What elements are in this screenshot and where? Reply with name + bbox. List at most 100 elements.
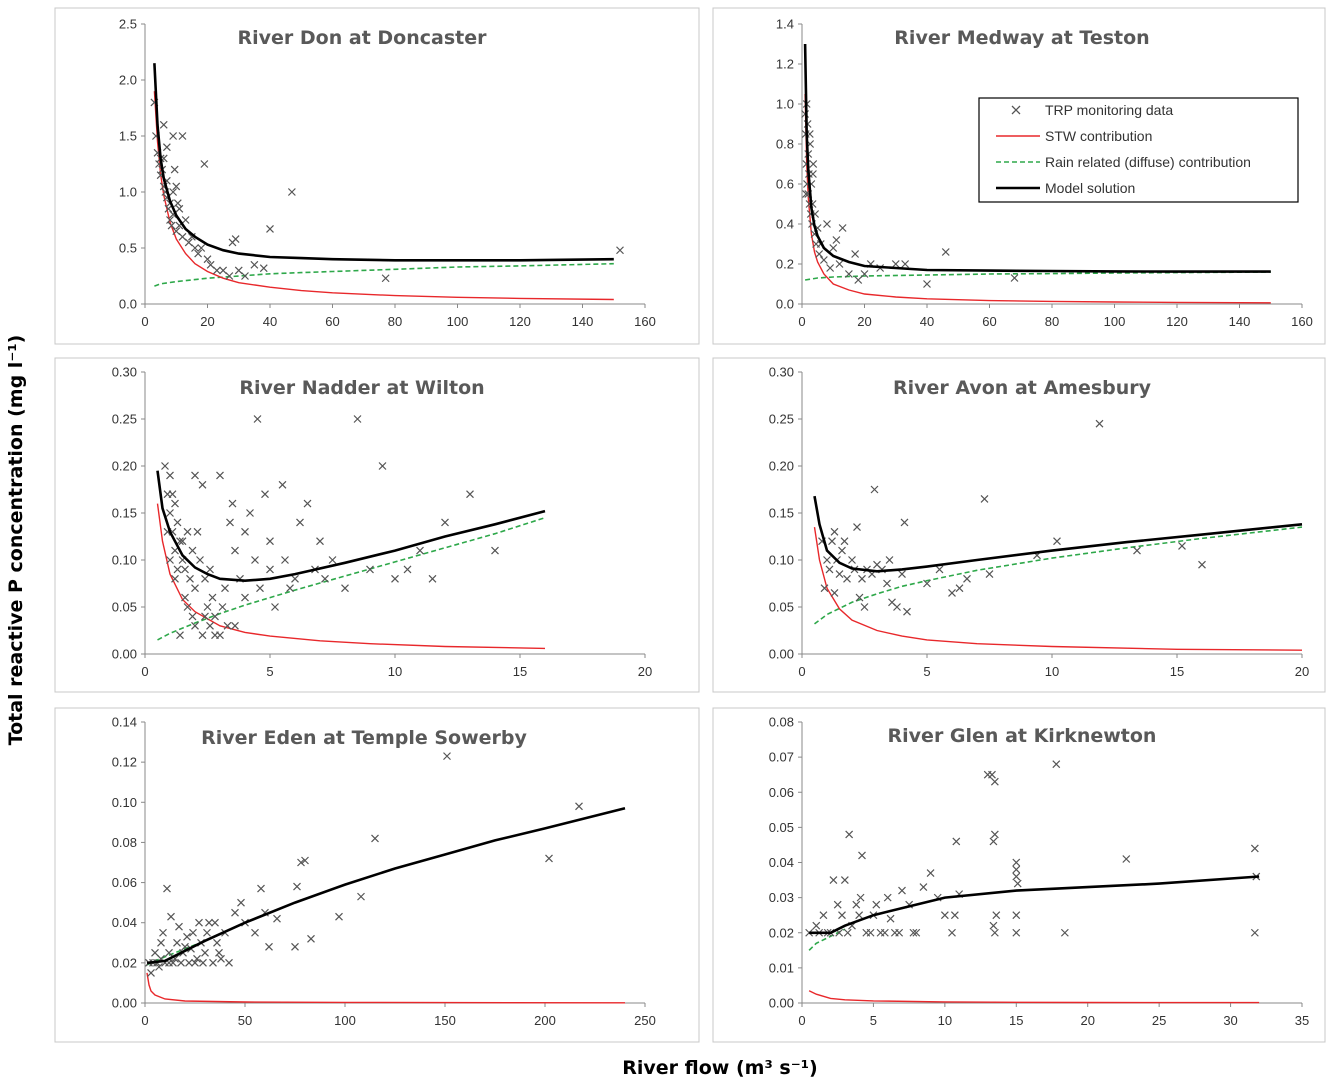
data-point	[195, 918, 203, 927]
panel-frame	[54, 357, 700, 693]
y-tick-label: 0.15	[112, 506, 137, 521]
x-tick-label: 15	[513, 664, 527, 679]
data-point	[900, 518, 909, 527]
data-point	[172, 182, 181, 191]
x-tick-label: 20	[1295, 664, 1309, 679]
data-point	[211, 612, 219, 621]
data-point	[416, 546, 424, 555]
data-point	[851, 250, 860, 258]
data-point	[391, 574, 399, 583]
data-point	[381, 274, 390, 283]
y-tick-label: 0.00	[769, 996, 794, 1011]
y-tick-label: 0.10	[769, 553, 794, 568]
data-point	[183, 932, 191, 941]
data-point	[218, 603, 227, 611]
data-point	[171, 499, 179, 508]
data-point	[213, 938, 221, 947]
data-point	[838, 224, 847, 232]
data-point	[296, 518, 304, 527]
data-point	[1198, 560, 1206, 569]
data-point	[856, 893, 865, 902]
x-tick-label: 60	[982, 314, 996, 329]
data-point	[443, 752, 451, 761]
data-point	[909, 928, 918, 937]
data-point	[172, 227, 181, 236]
data-point	[830, 527, 839, 536]
y-tick-label: 1.0	[776, 97, 794, 112]
y-tick-label: 1.0	[119, 185, 137, 200]
data-point	[303, 499, 312, 508]
chart-title: River Avon at Amesbury	[893, 377, 1152, 399]
y-tick-label: 0.25	[112, 412, 137, 427]
data-point	[829, 876, 838, 884]
data-point	[178, 132, 187, 140]
y-tick-label: 0.6	[776, 177, 794, 192]
data-point	[188, 612, 197, 621]
y-tick-label: 0.03	[769, 890, 794, 905]
data-point	[178, 232, 187, 241]
data-point	[201, 574, 209, 583]
data-point	[948, 928, 956, 937]
x-tick-label: 20	[638, 664, 652, 679]
data-point	[898, 570, 906, 579]
series-rain-line	[157, 516, 546, 641]
data-point	[820, 584, 829, 593]
data-point	[225, 272, 234, 280]
x-tick-label: 100	[334, 1013, 356, 1028]
series-rain-line	[814, 526, 1303, 625]
data-point	[852, 900, 861, 909]
data-point	[231, 908, 239, 917]
data-point	[231, 621, 239, 630]
data-point	[231, 235, 240, 243]
data-point	[1012, 872, 1021, 881]
data-point	[316, 537, 324, 546]
data-point	[257, 884, 265, 893]
data-point	[895, 928, 904, 937]
data-point	[161, 462, 169, 470]
data-point	[181, 216, 190, 224]
series-model-line	[813, 495, 1303, 573]
chart-panel: 0.00 0.02 0.04 0.06 0.08 0.10 0.12 0.14 0 50 100 15…	[54, 707, 700, 1043]
x-tick-label: 140	[572, 314, 594, 329]
data-point	[193, 527, 202, 536]
panel-frame	[712, 707, 1326, 1043]
data-point	[812, 921, 821, 930]
x-tick-label: 150	[434, 1013, 456, 1028]
series-stw-line	[808, 990, 1260, 1004]
y-tick-label: 0.10	[112, 795, 137, 810]
data-point	[271, 603, 279, 611]
data-point	[201, 948, 209, 957]
data-point	[253, 415, 262, 423]
data-point	[378, 462, 387, 470]
data-point	[990, 928, 999, 937]
data-point	[166, 471, 174, 480]
data-point	[281, 556, 289, 564]
data-point	[188, 546, 197, 555]
legend-box	[978, 97, 1299, 203]
data-point	[208, 593, 217, 602]
x-tick-label: 120	[509, 314, 531, 329]
data-point	[162, 143, 171, 152]
data-point	[341, 584, 349, 593]
data-point	[211, 918, 219, 927]
data-point	[335, 912, 343, 921]
data-point	[237, 898, 245, 907]
y-tick-label: 0.07	[769, 750, 794, 765]
x-tick-label: 0	[798, 1013, 805, 1028]
y-tick-label: 1.2	[776, 57, 794, 72]
data-point	[198, 480, 207, 489]
data-point	[217, 954, 225, 963]
data-point	[866, 928, 875, 937]
data-point	[843, 928, 852, 937]
x-tick-label: 0	[141, 1013, 148, 1028]
y-tick-label: 0.05	[769, 600, 794, 615]
data-point	[241, 593, 249, 602]
x-tick-label: 80	[1045, 314, 1059, 329]
data-point	[169, 188, 178, 196]
data-point	[1060, 928, 1069, 937]
data-point	[178, 537, 187, 546]
data-point	[265, 942, 273, 951]
data-point	[170, 165, 179, 174]
data-point	[844, 270, 853, 278]
legend-label: Rain related (diffuse) contribution	[1045, 154, 1251, 170]
